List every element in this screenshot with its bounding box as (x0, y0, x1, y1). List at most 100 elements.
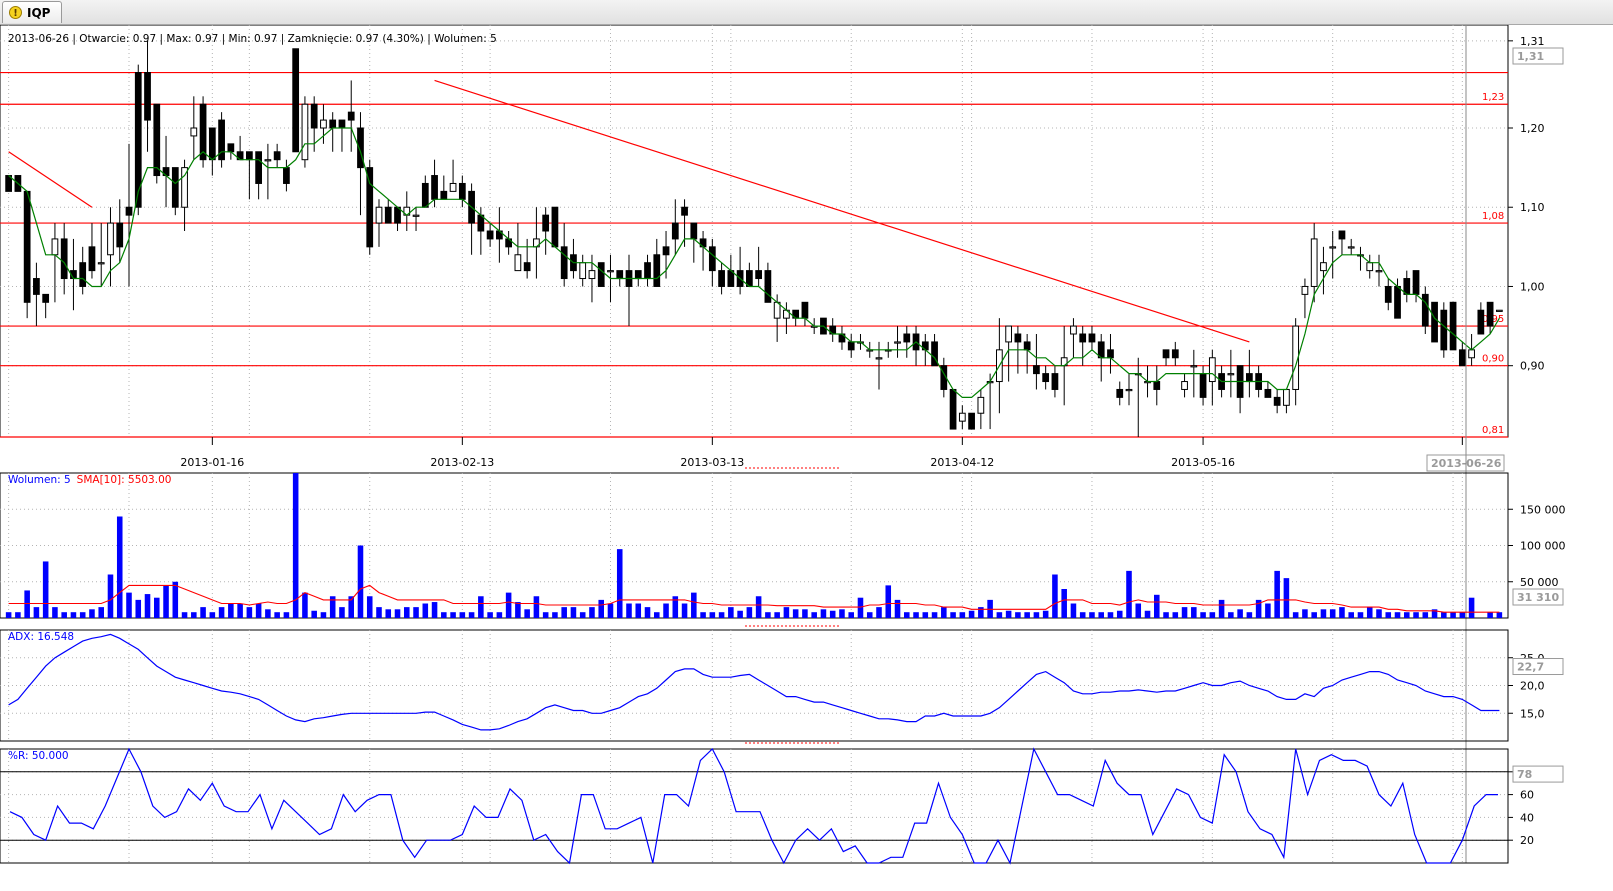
volume-bar (755, 596, 762, 618)
date-tick-label: 2013-01-16 (180, 456, 244, 469)
volume-bar (311, 610, 317, 618)
candle-up (607, 270, 614, 273)
adx-current-text: 22,7 (1517, 661, 1544, 674)
candle-down (347, 111, 355, 121)
volume-axis-tick-label: 100 000 (1520, 540, 1566, 553)
adx-axis-tick-label: 15,0 (1520, 707, 1545, 720)
volume-bar (135, 599, 142, 618)
volume-bar (1218, 599, 1225, 618)
candle-up (1227, 373, 1235, 376)
volume-bar (811, 612, 817, 618)
volume-bar (218, 607, 225, 618)
volume-bar (959, 612, 966, 618)
candle-down (1412, 270, 1420, 295)
volume-bar (1181, 607, 1188, 618)
volume-bar (737, 610, 743, 618)
volume-bar (1329, 609, 1336, 618)
candle-down (708, 246, 716, 272)
volume-bar (357, 545, 364, 618)
candle-up (181, 167, 188, 208)
candle-down (968, 412, 975, 430)
volume-bar (5, 612, 12, 618)
volume-bar (1265, 603, 1271, 618)
candle-up (1301, 285, 1309, 295)
williams-r-current-text: 78 (1517, 768, 1532, 781)
williams-r-current-box (1512, 765, 1564, 783)
volume-bar (533, 596, 540, 618)
candle-up (579, 262, 587, 280)
price-axis-labels: 2013-01-16 2013-02-13 2013-03-13 2013-04-12… (180, 25, 1564, 863)
volume-bar (237, 603, 243, 618)
candle-down (1477, 309, 1485, 335)
adx-axis-tick-label: 20,0 (1520, 680, 1545, 693)
volume-bar (320, 612, 327, 618)
stock-chart[interactable]: 1,311,201,101,000,901,231,080,950,900,81… (0, 25, 1613, 891)
candle-down (1116, 388, 1124, 398)
current-price-text: 1,31 (1517, 50, 1544, 63)
candle-up (1468, 349, 1475, 359)
level-label: 0,90 (1482, 354, 1504, 365)
volume-bar (1237, 609, 1243, 618)
tab-iqp[interactable]: ! IQP (2, 1, 62, 23)
volume-panel[interactable]: 150 000 100 000 50 000 31 310 (0, 472, 1566, 619)
volume-bar (515, 602, 521, 618)
candle-up (1347, 246, 1355, 249)
candle-down (1273, 396, 1281, 406)
adx-panel[interactable]: 25,020,015,022,7 (0, 629, 1564, 742)
candle-down (33, 278, 40, 295)
volume-bar (1246, 612, 1253, 618)
volume-bar (672, 596, 679, 618)
volume-bar (1089, 612, 1095, 618)
warning-icon: ! (9, 6, 22, 19)
volume-bar (1154, 594, 1160, 618)
price-axis-tick-label: 0,90 (1520, 360, 1545, 373)
volume-bar (1015, 612, 1021, 618)
candle-down (292, 48, 300, 153)
williams-r-panel[interactable]: 8060402078 (0, 747, 1564, 865)
volume-bar (783, 607, 790, 618)
volume-bar (89, 609, 95, 618)
volume-bar (505, 592, 512, 618)
candle-up (1208, 357, 1216, 383)
candle-up (301, 103, 309, 161)
candle-down (903, 333, 911, 343)
volume-label-value: Wolumen: 5 (8, 474, 71, 486)
volume-bar (746, 607, 753, 618)
volume-bar (24, 590, 30, 618)
candle-up (958, 412, 966, 422)
volume-bar (274, 612, 280, 618)
volume-bar (302, 592, 308, 618)
adx-label: ADX: 16.548 (8, 631, 74, 643)
volume-bar (885, 585, 892, 618)
volume-bar (228, 603, 234, 618)
candle-up (264, 159, 272, 162)
volume-bar (144, 594, 151, 618)
volume-bar (663, 603, 669, 618)
williams-r-line (9, 747, 1498, 865)
volume-bar (1385, 612, 1392, 618)
price-panel[interactable]: 1,311,201,101,000,901,231,080,950,900,81 (0, 25, 1545, 438)
candle-down (681, 206, 688, 216)
adx-current-box (1512, 658, 1564, 676)
volume-bar (487, 612, 493, 618)
volume-bar (1135, 603, 1142, 618)
volume-bar (1394, 612, 1401, 618)
volume-label: Wolumen: 5 SMA[10]: 5503.00 (8, 474, 171, 486)
candle-up (588, 270, 596, 280)
volume-bar (1024, 612, 1030, 618)
volume-current-box (1512, 588, 1564, 606)
volume-bar (1228, 612, 1234, 618)
candle-down (662, 246, 670, 256)
candle-down (560, 246, 568, 280)
candle-down (755, 270, 763, 280)
volume-bar (478, 596, 484, 618)
candle-up (1190, 365, 1198, 368)
volume-bar (255, 603, 262, 618)
candle-down (523, 262, 531, 272)
volume-bar (116, 516, 123, 618)
volume-bar (922, 612, 929, 618)
candle-down (440, 190, 448, 200)
volume-bar (265, 609, 271, 618)
volume-bar (839, 609, 845, 618)
williams-r-axis-tick-label: 40 (1520, 811, 1534, 824)
